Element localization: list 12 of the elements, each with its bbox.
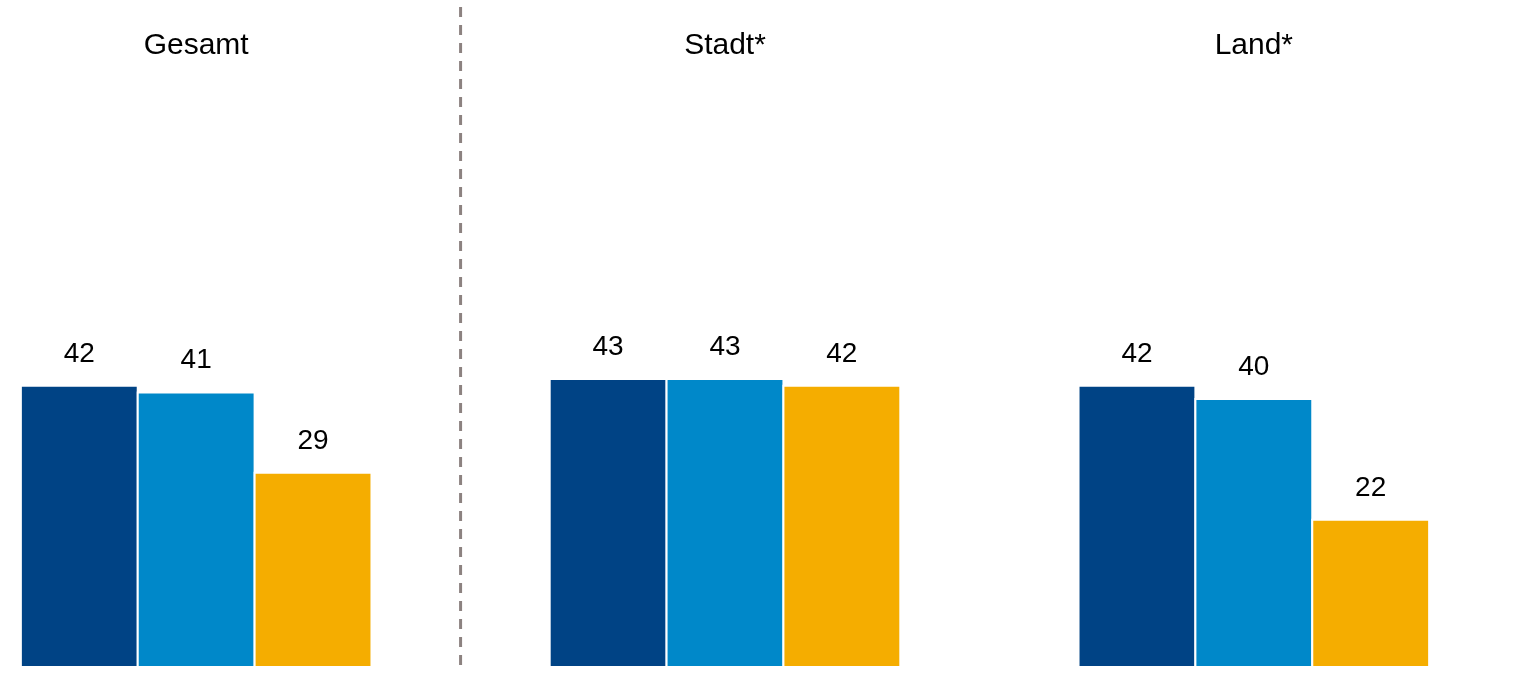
data-label: 40	[1238, 350, 1270, 382]
data-label: 22	[1355, 470, 1387, 502]
data-label: 42	[826, 336, 858, 368]
data-label: 42	[63, 336, 95, 368]
data-label: 29	[297, 423, 329, 455]
data-label: 41	[180, 343, 212, 375]
x-tick-label: Stadt*	[684, 26, 767, 60]
x-tick-label: Gesamt	[143, 26, 250, 60]
data-label: 42	[1121, 336, 1153, 368]
x-tick-label: Land*	[1214, 26, 1294, 60]
data-label: 43	[709, 330, 741, 361]
data-label: 43	[592, 330, 624, 361]
